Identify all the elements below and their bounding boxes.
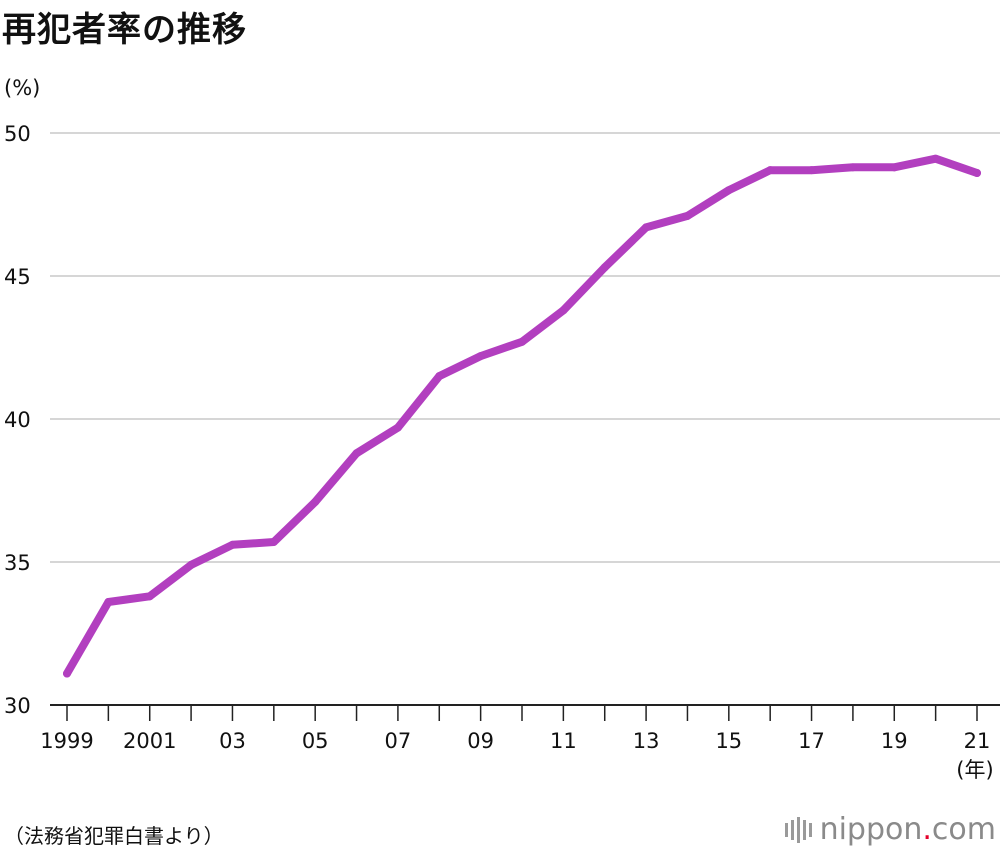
x-tick-label: 2001 (123, 729, 176, 753)
data-point (973, 169, 981, 178)
brand-name: nippon (819, 812, 923, 847)
data-point (559, 306, 568, 315)
y-tick-label: 40 (4, 408, 31, 432)
data-point (63, 669, 71, 678)
series-layer (63, 154, 981, 678)
x-tick-label: 21 (964, 729, 991, 753)
data-point (435, 372, 444, 381)
x-tick-label: 13 (633, 729, 660, 753)
x-tick-label: 11 (550, 729, 577, 753)
data-point (683, 211, 692, 220)
data-point (269, 537, 278, 546)
y-tick-label: 50 (4, 122, 31, 146)
line-chart: 30 35 40 45 50 1999 2001 03 05 07 09 11 13 15 17 19 21 (… (4, 122, 1000, 782)
data-point (393, 423, 402, 432)
x-tick-label: 19 (881, 729, 908, 753)
brand-dot: . (922, 812, 932, 847)
series-line (63, 154, 981, 678)
data-point (931, 154, 940, 163)
x-axis-unit: (年) (956, 758, 993, 782)
y-axis-unit: (%) (4, 76, 41, 100)
data-point (642, 223, 651, 232)
y-tick-labels: 30 35 40 45 50 (4, 122, 31, 718)
data-point (890, 163, 899, 172)
data-point (104, 598, 113, 607)
y-tick-label: 30 (4, 694, 31, 718)
data-point (724, 186, 733, 195)
data-point (600, 263, 609, 272)
chart-title: 再犯者率の推移 (2, 10, 247, 50)
data-point (848, 163, 857, 172)
x-tick-label: 03 (219, 729, 246, 753)
data-point (311, 497, 320, 506)
gridlines (50, 132, 1000, 563)
data-point (766, 166, 775, 175)
data-point (807, 166, 816, 175)
data-point (228, 540, 237, 549)
x-tick-label: 17 (798, 729, 825, 753)
x-tick-label: 09 (467, 729, 494, 753)
brand-tld: com (931, 812, 996, 847)
y-tick-label: 45 (4, 265, 31, 289)
x-tick-label: 07 (385, 729, 412, 753)
x-axis: 1999 2001 03 05 07 09 11 13 15 17 19 21 (年) (40, 704, 1000, 782)
data-point (476, 352, 485, 361)
x-tick-label: 1999 (40, 729, 93, 753)
data-point (187, 560, 196, 569)
data-point (145, 592, 154, 601)
x-tick-label: 15 (715, 729, 742, 753)
source-note: （法務省犯罪白書より） (4, 824, 224, 848)
x-tick-label: 05 (302, 729, 329, 753)
data-point (352, 449, 361, 458)
data-point (518, 337, 526, 346)
brand-bars-icon (784, 816, 812, 843)
brand-logo: nippon. com (784, 812, 996, 847)
y-tick-label: 35 (4, 551, 31, 575)
